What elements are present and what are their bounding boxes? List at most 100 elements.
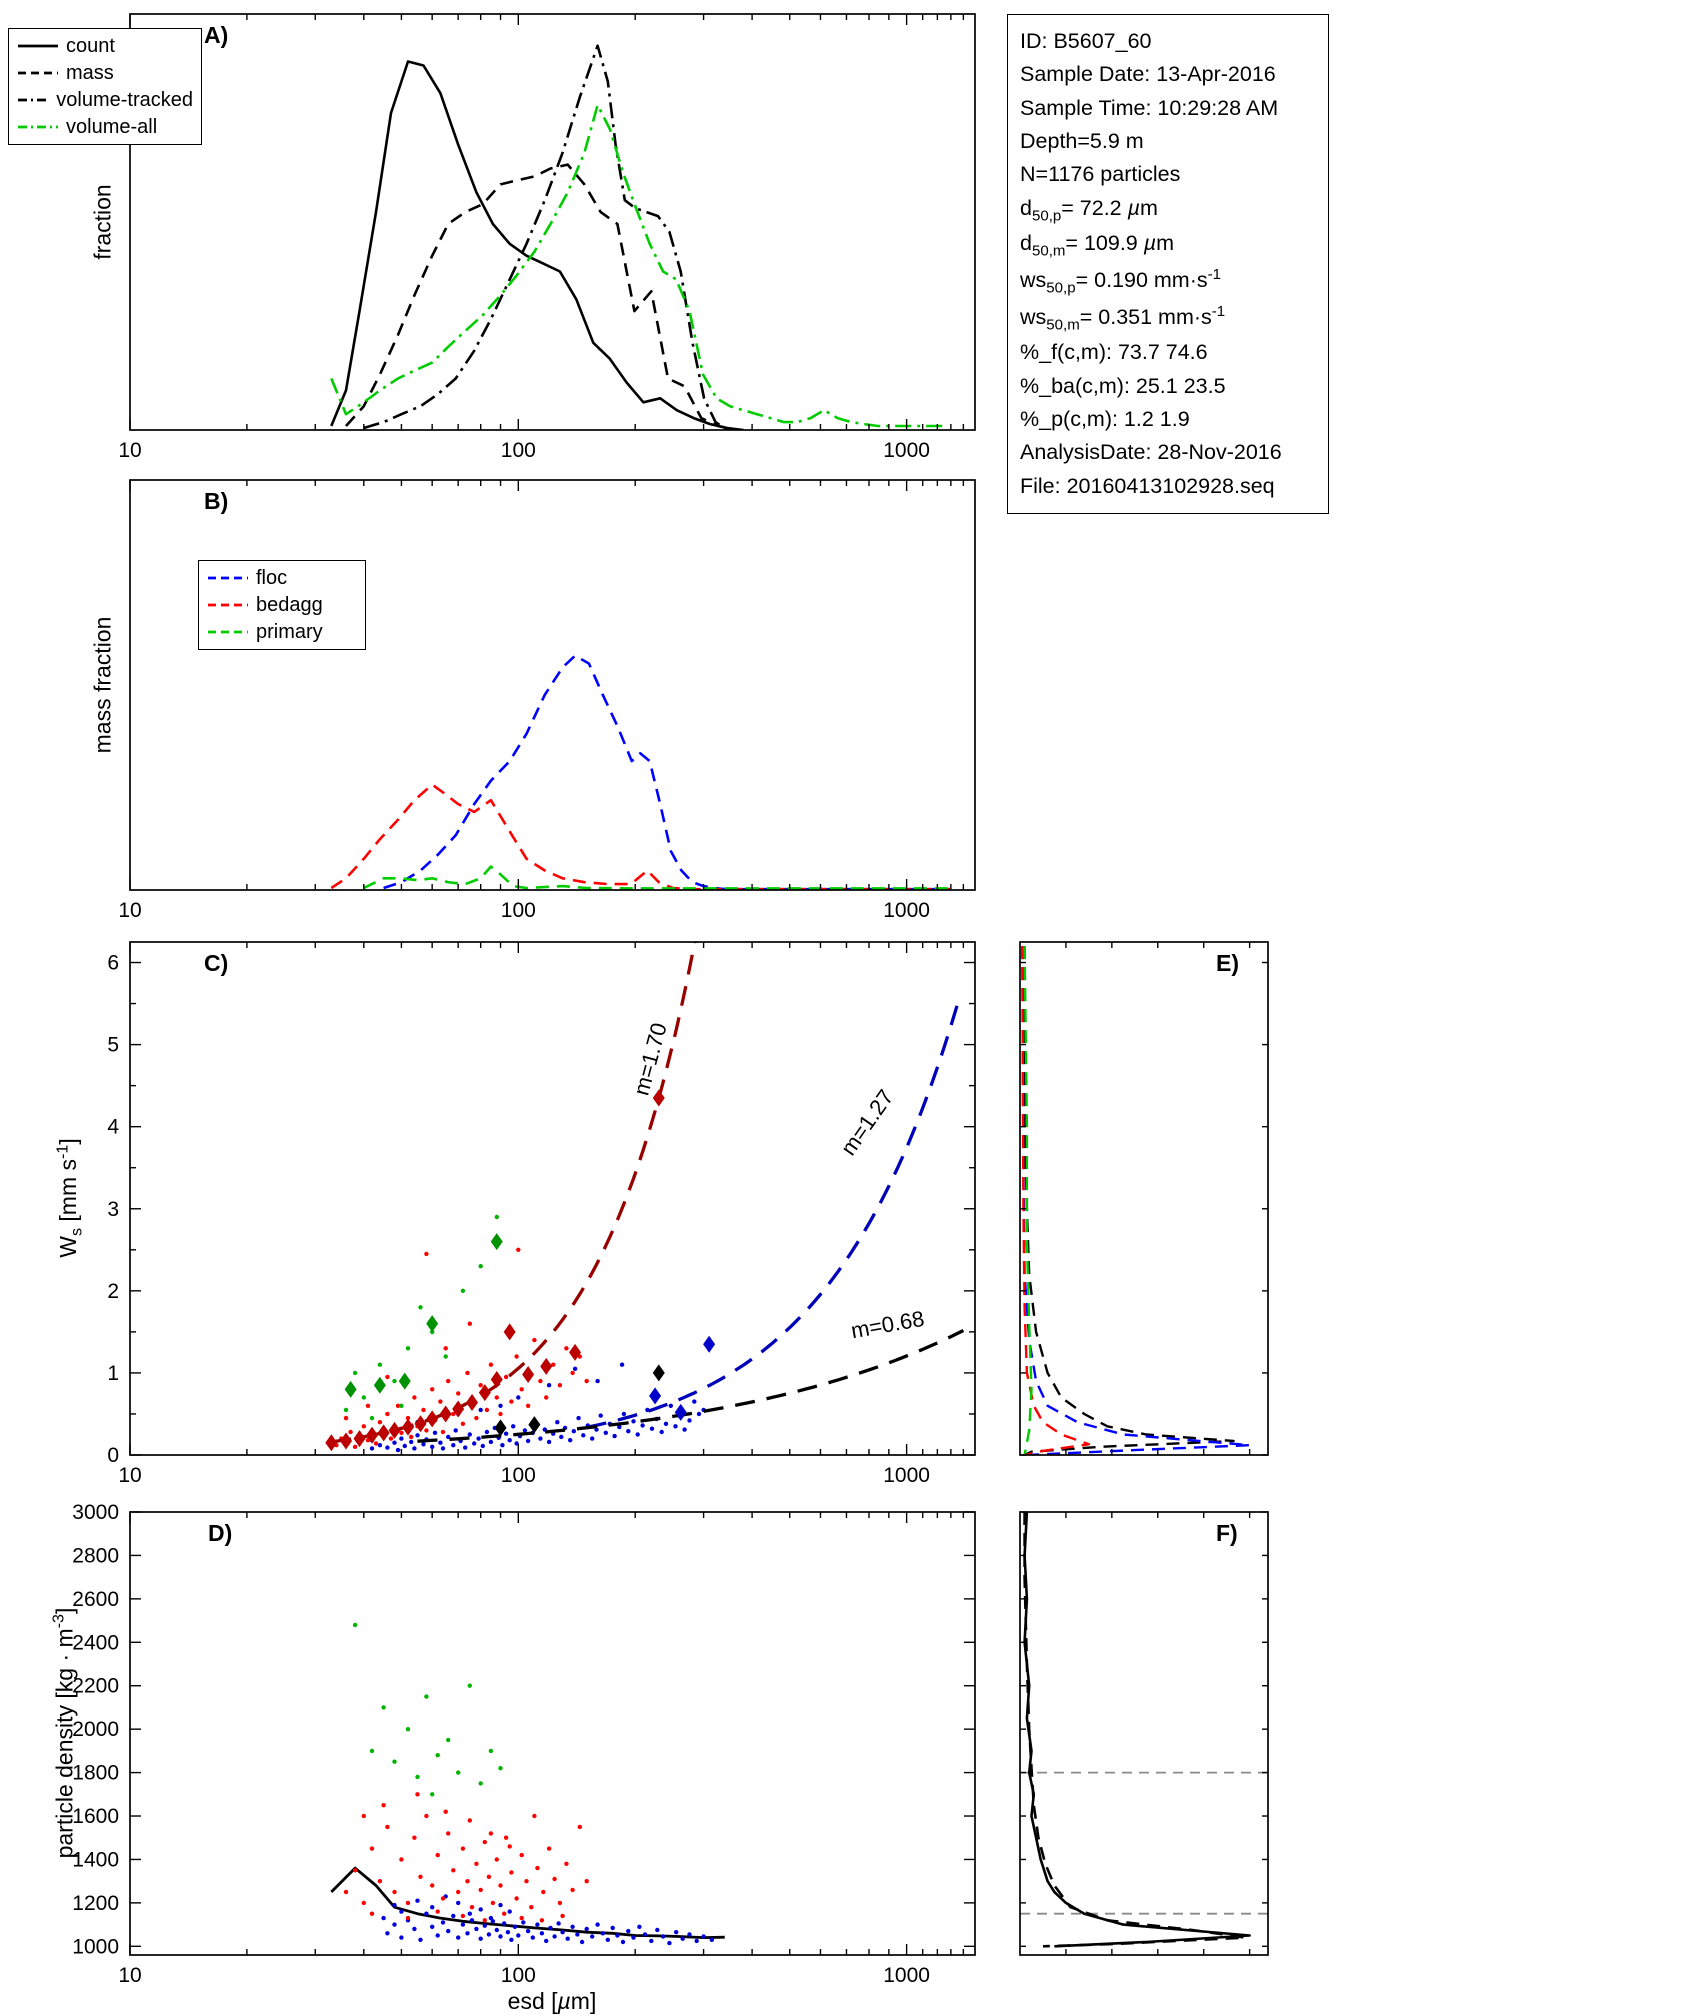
axes-box [129, 13, 976, 431]
count-line [330, 60, 744, 430]
axes-box [129, 941, 976, 1456]
y-tick-label: 1800 [72, 1762, 119, 1785]
panel-d-letter: D) [208, 1520, 233, 1546]
panel-a-letter: A) [204, 22, 229, 48]
power-fit-curve [586, 1000, 961, 1430]
x-tick-label: 1000 [883, 899, 930, 922]
x-tick-label: 10 [118, 899, 141, 922]
info-line: %_p(c,m): 1.2 1.9 [1020, 406, 1190, 431]
x-tick-label: 10 [118, 439, 141, 462]
legend-label: count [66, 34, 115, 57]
y-tick-label: 5 [107, 1034, 119, 1057]
y-tick-label: 1400 [72, 1848, 119, 1871]
y-tick-label: 2000 [72, 1718, 119, 1741]
y-tick-label: 1200 [72, 1892, 119, 1915]
info-line: File: 20160413102928.seq [1020, 473, 1275, 498]
count-line-sample [18, 44, 58, 48]
volume-tracked-line [363, 44, 728, 430]
x-tick-label: 100 [501, 439, 536, 462]
x-tick-label: 100 [501, 1964, 536, 1987]
legend-item-floc: floc [207, 566, 357, 590]
info-line: %_ba(c,m): 25.1 23.5 [1020, 373, 1226, 398]
info-line: ID: B5607_60 [1020, 29, 1152, 53]
median-density-line-line [330, 1866, 725, 1940]
panel-b-letter: B) [204, 488, 229, 514]
panel-c-settling-velocity: m=1.70 m=1.27 m=0.68 10 100 1000 0 1 2 3 4 5 6 [107, 941, 976, 1487]
legend-item-bedagg: bedagg [207, 593, 357, 617]
mass-line-sample [18, 71, 58, 75]
panel-d-particle-density: 10 100 1000 1000 1200 1400 1600 1800 2000 2200 240… [72, 1501, 976, 1987]
y-tick-label: 3 [107, 1198, 119, 1221]
volume-all-line [330, 103, 946, 428]
y-tick-label: 0 [107, 1444, 119, 1467]
info-line: Depth=5.9 m [1020, 128, 1144, 153]
density-mass-dist-line [1023, 1512, 1247, 1948]
axes-box [129, 479, 976, 891]
panel-f-svg [1019, 1511, 1269, 1956]
info-line: Sample Time: 10:29:28 AM [1020, 95, 1279, 120]
legend-label: volume-all [66, 115, 158, 138]
primary-points [343, 1214, 499, 1421]
x-tick-label: 10 [118, 1464, 141, 1487]
legend-item-primary: primary [207, 620, 357, 644]
panel-e-letter: E) [1216, 950, 1239, 976]
legend-label: volume-tracked [56, 88, 193, 111]
panel-e-ws-distribution [1019, 941, 1269, 1456]
power-fit-curve [331, 942, 697, 1444]
y-tick-label: 1 [107, 1362, 119, 1385]
panel-d-ylabel: particle density [kg · m-3] [49, 1607, 78, 1859]
y-tick-label: 2200 [72, 1675, 119, 1698]
axes-box [129, 1511, 976, 1956]
legend-label: primary [256, 620, 323, 643]
y-tick-label: 2 [107, 1280, 119, 1303]
sample-info-box: ID: B5607_60 Sample Date: 13-Apr-2016 Samp… [1007, 14, 1329, 514]
legend-panel-a: count mass volume-tracked volume-all [8, 28, 202, 145]
panel-b-mass-fraction: 10 100 1000 [118, 479, 976, 922]
legend-panel-b: floc bedagg primary [198, 560, 366, 650]
mass-line [345, 163, 736, 430]
y-tick-label: 2400 [72, 1631, 119, 1654]
fit-exponent-label: m=1.70 [628, 1020, 671, 1098]
y-tick-label: 2600 [72, 1588, 119, 1611]
legend-label: floc [256, 566, 288, 589]
primary-median-diamonds [344, 1233, 503, 1398]
y-tick-label: 4 [107, 1116, 119, 1139]
info-line: d50,m= 109.9 µm [1020, 231, 1175, 260]
info-line: ws50,p= 0.190 mm·s-1 [1020, 265, 1222, 297]
power-fit-curve [417, 1329, 965, 1443]
x-axis-label: esd [µm] [507, 1988, 597, 2014]
floc-points [381, 1894, 714, 1946]
panel-a-svg: 10 100 1000 [118, 13, 976, 462]
panel-c-letter: C) [204, 950, 229, 976]
bedagg-line [330, 783, 951, 890]
bedagg-ws-dist-line [1021, 946, 1091, 1455]
panel-f-letter: F) [1216, 1520, 1238, 1546]
floc-line [383, 654, 951, 890]
info-line: d50,p= 72.2 µm [1020, 195, 1158, 224]
axes-box [1019, 1511, 1269, 1956]
x-tick-label: 1000 [883, 1964, 930, 1987]
legend-label: bedagg [256, 593, 323, 616]
y-tick-label: 1600 [72, 1805, 119, 1828]
density-count-dist-line [1023, 1512, 1251, 1948]
info-line: AnalysisDate: 28-Nov-2016 [1020, 440, 1282, 465]
fit-exponent-label: m=1.27 [836, 1085, 899, 1160]
all-ws-dist-line [1023, 946, 1235, 1455]
y-tick-label: 2800 [72, 1544, 119, 1567]
panel-f-density-distribution [1019, 1511, 1269, 1956]
legend-item-volume-all: volume-all [17, 115, 193, 139]
x-tick-label: 10 [118, 1964, 141, 1987]
y-tick-label: 1000 [72, 1935, 119, 1958]
fit-exponent-label: m=0.68 [849, 1306, 926, 1343]
panel-c-svg: m=1.70 m=1.27 m=0.68 10 100 1000 0 1 2 3 4 5 6 [107, 941, 976, 1487]
info-line: N=1176 particles [1020, 162, 1181, 187]
legend-item-count: count [17, 34, 193, 58]
bedagg-points [343, 1792, 589, 1923]
legend-item-mass: mass [17, 61, 193, 85]
panel-c-ylabel: Ws [mm s-1] [53, 1138, 86, 1258]
panel-b-svg: 10 100 1000 [118, 479, 976, 922]
y-tick-label: 6 [107, 952, 119, 975]
panel-a-size-distributions: 10 100 1000 [118, 13, 976, 462]
x-tick-label: 1000 [883, 439, 930, 462]
